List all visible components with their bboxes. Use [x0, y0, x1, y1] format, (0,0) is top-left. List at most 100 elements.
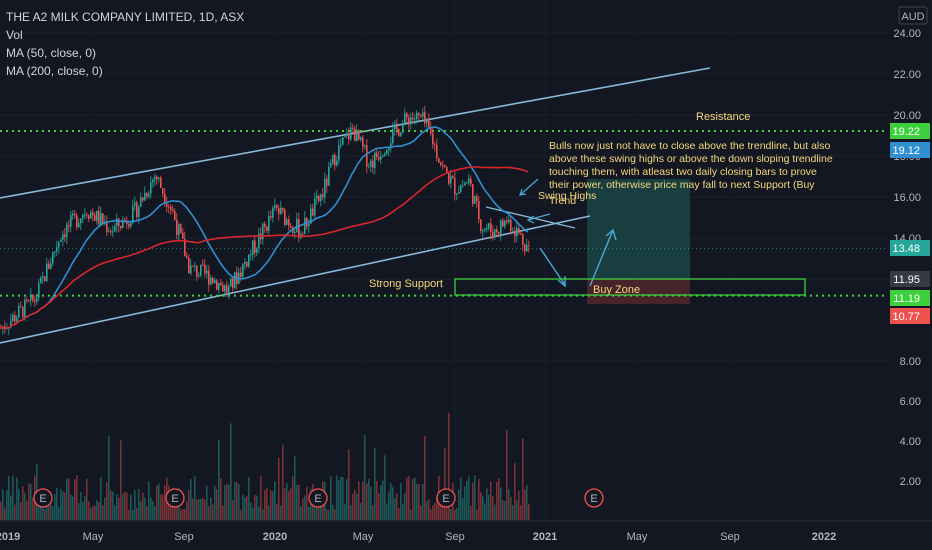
- volume-bar: [132, 509, 134, 520]
- earnings-marker[interactable]: E: [165, 488, 185, 508]
- candle: [88, 215, 90, 219]
- candle: [100, 213, 102, 224]
- volume-bar: [410, 509, 412, 520]
- volume-bar: [368, 479, 370, 520]
- volume-bar: [108, 435, 110, 520]
- time-tick-label: Sep: [720, 531, 740, 543]
- symbol-title[interactable]: THE A2 MILK COMPANY LIMITED, 1D, ASX: [6, 10, 245, 24]
- volume-bar: [524, 489, 526, 520]
- candle: [176, 219, 178, 235]
- volume-bar: [512, 504, 514, 520]
- candle: [248, 254, 250, 267]
- volume-bar: [444, 447, 446, 520]
- candle: [162, 188, 164, 194]
- volume-bar: [520, 504, 522, 520]
- volume-bar: [106, 482, 108, 520]
- volume-bar: [456, 507, 458, 520]
- price-badge-value: 13.48: [892, 243, 920, 255]
- candle: [136, 202, 138, 217]
- earnings-marker[interactable]: E: [584, 488, 604, 508]
- candle: [516, 227, 518, 237]
- volume-bar: [498, 478, 500, 520]
- volume-bar: [412, 478, 414, 520]
- ma200-line[interactable]: [0, 166, 529, 330]
- candle: [14, 315, 16, 322]
- volume-bar: [198, 499, 200, 520]
- volume-bar: [114, 505, 116, 520]
- candle: [62, 234, 64, 240]
- volume-bar: [514, 463, 516, 520]
- candle: [28, 300, 30, 302]
- volume-indicator-label[interactable]: Vol: [6, 28, 23, 42]
- lower-channel-line[interactable]: [0, 215, 591, 344]
- grid: [0, 32, 888, 362]
- volume-bar: [158, 483, 160, 520]
- volume-bar: [64, 492, 66, 520]
- candle: [214, 280, 216, 284]
- earnings-circle: [33, 488, 53, 508]
- candle: [518, 227, 520, 234]
- candle: [70, 215, 72, 227]
- candle: [220, 283, 222, 285]
- price-badge: 19.12: [890, 142, 930, 158]
- volume-bar: [82, 501, 84, 520]
- candle: [194, 265, 196, 267]
- volume-bar: [278, 457, 280, 520]
- candle: [266, 226, 268, 231]
- volume-bar: [430, 509, 432, 520]
- volume-bar: [88, 501, 90, 520]
- ma50-indicator-label[interactable]: MA (50, close, 0): [6, 46, 97, 60]
- swing-arrow-head: [519, 188, 527, 196]
- ma200-indicator-label[interactable]: MA (200, close, 0): [6, 64, 103, 78]
- candle: [334, 154, 336, 166]
- candle: [422, 112, 424, 117]
- candle: [470, 178, 472, 185]
- buy-zone-box[interactable]: [454, 278, 806, 296]
- volume-bar: [266, 487, 268, 520]
- volume-bar: [396, 493, 398, 520]
- volume-bar: [472, 482, 474, 520]
- volume-bar: [422, 483, 424, 520]
- volume-bar: [286, 483, 288, 520]
- volume-bar: [118, 497, 120, 520]
- time-tick-label: Sep: [445, 531, 465, 543]
- currency-box[interactable]: AUD: [898, 6, 928, 25]
- volume-bar: [190, 479, 192, 520]
- volume-bar: [90, 507, 92, 520]
- volume-bar: [50, 504, 52, 520]
- earnings-marker[interactable]: E: [33, 488, 53, 508]
- volume-bar: [220, 478, 222, 520]
- candle: [474, 196, 476, 204]
- volume-bar: [20, 502, 22, 520]
- volume-bar: [314, 507, 316, 520]
- volume-bar: [182, 509, 184, 520]
- volume-bar: [8, 476, 10, 520]
- volume-bar: [488, 494, 490, 520]
- time-tick-label: May: [83, 531, 104, 543]
- down-sloping-trendline[interactable]: [485, 206, 576, 229]
- volume-bar: [192, 498, 194, 520]
- volume-bar: [510, 496, 512, 520]
- candle: [404, 113, 406, 124]
- candle: [506, 220, 508, 223]
- volume-bar: [458, 489, 460, 520]
- volume-bar: [240, 509, 242, 520]
- candle: [448, 173, 450, 184]
- candle: [418, 112, 420, 115]
- candle: [24, 299, 26, 318]
- trend-arrow: [527, 213, 551, 221]
- candle: [204, 264, 206, 274]
- volume-bar: [468, 476, 470, 520]
- candle: [388, 148, 390, 151]
- volume-bar: [378, 493, 380, 520]
- earnings-marker[interactable]: E: [436, 488, 456, 508]
- ma50-line[interactable]: [0, 126, 529, 330]
- candle: [234, 272, 236, 288]
- candle: [274, 205, 276, 208]
- candle: [512, 230, 514, 232]
- candle: [146, 193, 148, 197]
- volume-bar: [184, 509, 186, 520]
- earnings-marker[interactable]: E: [308, 488, 328, 508]
